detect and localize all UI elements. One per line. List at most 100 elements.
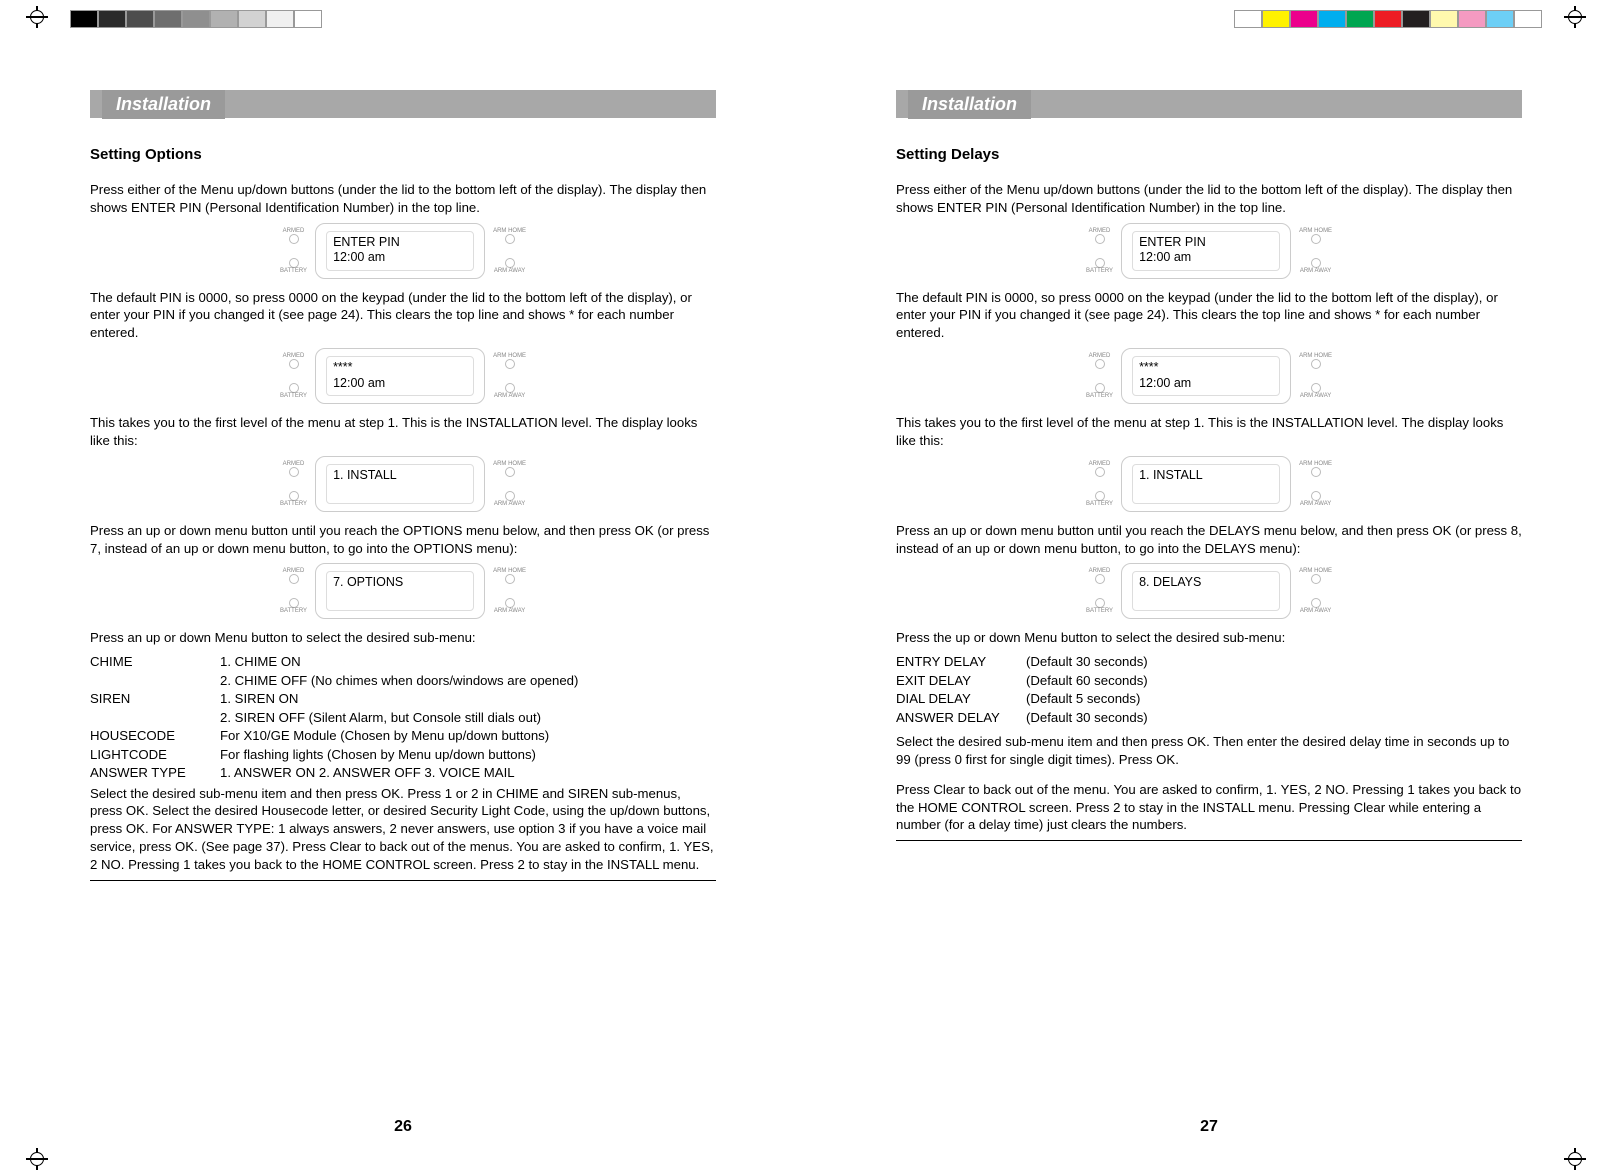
armed-label: ARMED bbox=[280, 568, 307, 574]
option-value: (Default 30 seconds) bbox=[1026, 709, 1522, 727]
lcd-right-labels: ARM HOME ARM AWAY bbox=[493, 353, 526, 399]
arm-away-label: ARM AWAY bbox=[493, 608, 526, 614]
armed-label: ARMED bbox=[1086, 353, 1113, 359]
lcd-left-labels: ARMED BATTERY bbox=[280, 568, 307, 614]
lcd-right-labels: ARM HOME ARM AWAY bbox=[1299, 228, 1332, 274]
page-left: Installation Setting Options Press eithe… bbox=[0, 0, 806, 1176]
lcd-screen: ENTER PIN 12:00 am bbox=[1121, 223, 1291, 279]
arm-home-label: ARM HOME bbox=[1299, 568, 1332, 574]
arm-home-label: ARM HOME bbox=[1299, 228, 1332, 234]
battery-label: BATTERY bbox=[1086, 501, 1113, 507]
status-dot-icon bbox=[1095, 258, 1105, 268]
lcd-inner: 1. INSTALL bbox=[1132, 464, 1280, 504]
option-key: DIAL DELAY bbox=[896, 690, 1026, 708]
option-key: ANSWER TYPE bbox=[90, 764, 220, 782]
section-title: Setting Options bbox=[90, 146, 716, 163]
lcd-inner: ENTER PIN 12:00 am bbox=[326, 231, 474, 271]
option-row: ENTRY DELAY (Default 30 seconds) bbox=[896, 653, 1522, 671]
option-key bbox=[90, 709, 220, 727]
status-dot-icon bbox=[289, 598, 299, 608]
status-dot-icon bbox=[1311, 383, 1321, 393]
armed-label: ARMED bbox=[1086, 568, 1113, 574]
battery-label: BATTERY bbox=[280, 393, 307, 399]
lcd-screen: 1. INSTALL bbox=[1121, 456, 1291, 512]
para: Press an up or down menu button until yo… bbox=[90, 522, 716, 558]
armed-label: ARMED bbox=[280, 353, 307, 359]
section-title: Setting Delays bbox=[896, 146, 1522, 163]
option-row: SIREN 1. SIREN ON bbox=[90, 690, 716, 708]
status-dot-icon bbox=[1095, 574, 1105, 584]
lcd-screen: 1. INSTALL bbox=[315, 456, 485, 512]
option-row: CHIME 1. CHIME ON bbox=[90, 653, 716, 671]
status-dot-icon bbox=[1311, 359, 1321, 369]
armed-label: ARMED bbox=[1086, 228, 1113, 234]
option-value: For flashing lights (Chosen by Menu up/d… bbox=[220, 746, 716, 764]
status-dot-icon bbox=[1311, 491, 1321, 501]
armed-label: ARMED bbox=[280, 228, 307, 234]
arm-home-label: ARM HOME bbox=[493, 568, 526, 574]
lcd-display-1: ARMED BATTERY ENTER PIN 12:00 am ARM HOM… bbox=[90, 223, 716, 279]
lcd-line1: ENTER PIN bbox=[1139, 235, 1273, 251]
header-bar: Installation bbox=[90, 90, 716, 118]
para: The default PIN is 0000, so press 0000 o… bbox=[896, 289, 1522, 342]
para: Select the desired sub-menu item and the… bbox=[896, 733, 1522, 769]
option-value: 1. SIREN ON bbox=[220, 690, 716, 708]
option-row: ANSWER DELAY (Default 30 seconds) bbox=[896, 709, 1522, 727]
lcd-screen: ENTER PIN 12:00 am bbox=[315, 223, 485, 279]
status-dot-icon bbox=[505, 574, 515, 584]
lcd-line1: **** bbox=[1139, 360, 1273, 376]
option-value: (Default 60 seconds) bbox=[1026, 672, 1522, 690]
lcd-left-labels: ARMED BATTERY bbox=[1086, 228, 1113, 274]
option-row: HOUSECODE For X10/GE Module (Chosen by M… bbox=[90, 727, 716, 745]
lcd-display-4: ARMED BATTERY 8. DELAYS ARM HOME ARM AWA… bbox=[896, 563, 1522, 619]
status-dot-icon bbox=[1095, 598, 1105, 608]
lcd-right-labels: ARM HOME ARM AWAY bbox=[1299, 568, 1332, 614]
lcd-left-labels: ARMED BATTERY bbox=[1086, 461, 1113, 507]
rule bbox=[896, 840, 1522, 841]
page-number: 27 bbox=[806, 1118, 1612, 1136]
option-row: 2. SIREN OFF (Silent Alarm, but Console … bbox=[90, 709, 716, 727]
option-value: (Default 5 seconds) bbox=[1026, 690, 1522, 708]
armed-label: ARMED bbox=[1086, 461, 1113, 467]
option-key: HOUSECODE bbox=[90, 727, 220, 745]
status-dot-icon bbox=[505, 258, 515, 268]
status-dot-icon bbox=[1095, 491, 1105, 501]
lcd-inner: 7. OPTIONS bbox=[326, 571, 474, 611]
lcd-display-2: ARMED BATTERY **** 12:00 am ARM HOME ARM… bbox=[90, 348, 716, 404]
status-dot-icon bbox=[1311, 467, 1321, 477]
status-dot-icon bbox=[505, 491, 515, 501]
arm-away-label: ARM AWAY bbox=[493, 393, 526, 399]
option-key: ENTRY DELAY bbox=[896, 653, 1026, 671]
battery-label: BATTERY bbox=[280, 268, 307, 274]
status-dot-icon bbox=[1095, 234, 1105, 244]
lcd-left-labels: ARMED BATTERY bbox=[280, 353, 307, 399]
rule bbox=[90, 880, 716, 881]
status-dot-icon bbox=[289, 383, 299, 393]
status-dot-icon bbox=[289, 234, 299, 244]
lcd-inner: 1. INSTALL bbox=[326, 464, 474, 504]
options-table: CHIME 1. CHIME ON 2. CHIME OFF (No chime… bbox=[90, 653, 716, 782]
option-value: 2. CHIME OFF (No chimes when doors/windo… bbox=[220, 672, 716, 690]
status-dot-icon bbox=[505, 598, 515, 608]
lcd-display-2: ARMED BATTERY **** 12:00 am ARM HOME ARM… bbox=[896, 348, 1522, 404]
para: This takes you to the first level of the… bbox=[896, 414, 1522, 450]
arm-home-label: ARM HOME bbox=[493, 353, 526, 359]
battery-label: BATTERY bbox=[1086, 268, 1113, 274]
battery-label: BATTERY bbox=[280, 501, 307, 507]
arm-away-label: ARM AWAY bbox=[1299, 501, 1332, 507]
arm-away-label: ARM AWAY bbox=[493, 268, 526, 274]
lcd-line2: 12:00 am bbox=[333, 376, 467, 392]
arm-home-label: ARM HOME bbox=[493, 228, 526, 234]
option-value: 1. CHIME ON bbox=[220, 653, 716, 671]
header-bar: Installation bbox=[896, 90, 1522, 118]
option-row: EXIT DELAY (Default 60 seconds) bbox=[896, 672, 1522, 690]
lcd-screen: 7. OPTIONS bbox=[315, 563, 485, 619]
status-dot-icon bbox=[505, 383, 515, 393]
header-label: Installation bbox=[908, 90, 1031, 119]
option-key: SIREN bbox=[90, 690, 220, 708]
status-dot-icon bbox=[1311, 598, 1321, 608]
lcd-right-labels: ARM HOME ARM AWAY bbox=[493, 228, 526, 274]
lcd-inner: 8. DELAYS bbox=[1132, 571, 1280, 611]
lcd-line2: 12:00 am bbox=[1139, 250, 1273, 266]
status-dot-icon bbox=[289, 467, 299, 477]
